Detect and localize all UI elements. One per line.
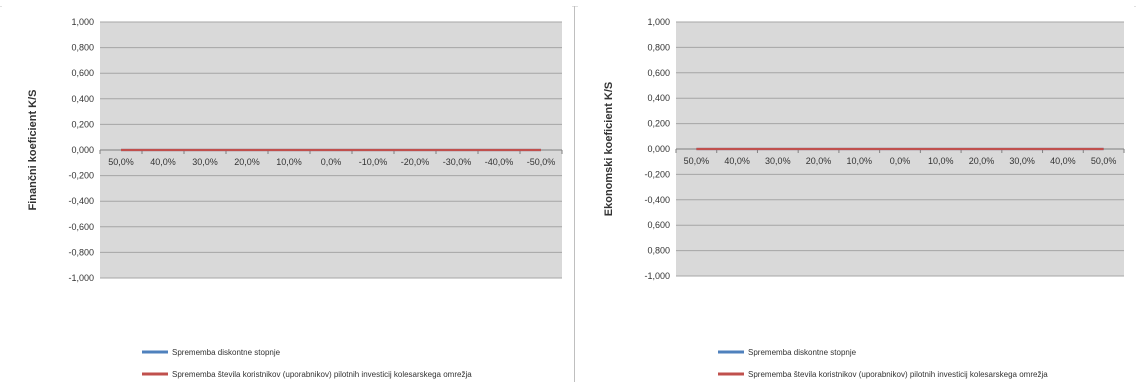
y-tick-label: 1,000: [647, 17, 670, 27]
y-tick-label: 0,200: [647, 119, 670, 129]
y-tick-label: -0,600: [68, 222, 94, 232]
x-tick-label: 50,0%: [684, 156, 710, 166]
y-tick-label: -0,400: [644, 195, 670, 205]
x-tick-label: -40,0%: [485, 157, 514, 167]
x-tick-label: 0,0%: [890, 156, 911, 166]
chart-panel-economic: 1,000 0,800 0,600 0,400 0,200 0,000 -0,200 -0,4…: [578, 6, 1134, 382]
legend-label-2: Sprememba števila koristnikov (uporabnik…: [172, 370, 472, 379]
y-tick-label: -0,400: [68, 196, 94, 206]
x-tick-label: -50,0%: [527, 157, 556, 167]
y-tick-label: -0,200: [644, 169, 670, 179]
y-axis-title: Finančni koeficient K/S: [27, 89, 39, 210]
x-tick-label: 40,0%: [150, 157, 176, 167]
x-tick-label: 10,0%: [847, 156, 873, 166]
y-tick-label: 0,400: [71, 94, 94, 104]
x-tick-label: 40,0%: [1050, 156, 1076, 166]
y-tick-label: 0,600: [647, 68, 670, 78]
y-tick-label: 0,600: [71, 68, 94, 78]
x-tick-label: 10,0%: [276, 157, 302, 167]
y-axis-title: Ekonomski koeficient K/S: [603, 82, 615, 216]
x-tick-label: 30,0%: [1009, 156, 1035, 166]
legend-label-2: Sprememba števila koristnikov (uporabnik…: [748, 370, 1048, 379]
x-tick-label: 0,0%: [321, 157, 342, 167]
legend-label-1: Sprememba diskontne stopnje: [748, 348, 857, 357]
y-tick-label: -1,000: [68, 273, 94, 283]
x-tick-label: 10,0%: [928, 156, 954, 166]
y-tick-label: 0,400: [647, 93, 670, 103]
y-tick-label: 0,800: [647, 246, 670, 256]
y-tick-label: 0,200: [71, 119, 94, 129]
x-tick-label: 50,0%: [1091, 156, 1117, 166]
y-tick-label: -0,200: [68, 171, 94, 181]
x-tick-label: 50,0%: [108, 157, 134, 167]
y-tick-label: 0,600: [647, 220, 670, 230]
y-tick-label: 0,000: [647, 144, 670, 154]
y-tick-label: -1,000: [644, 271, 670, 281]
x-tick-label: 20,0%: [806, 156, 832, 166]
x-tick-label: -20,0%: [401, 157, 430, 167]
x-tick-label: 20,0%: [969, 156, 995, 166]
x-tick-label: -10,0%: [359, 157, 388, 167]
x-tick-label: 40,0%: [724, 156, 750, 166]
legend-label-1: Sprememba diskontne stopnje: [172, 348, 281, 357]
y-tick-label: 1,000: [71, 17, 94, 27]
y-tick-label: 0,000: [71, 145, 94, 155]
chart-financial: 1,000 0,800 0,600 0,400 0,200 0,000 -0,200 -0,4…: [27, 17, 563, 379]
x-tick-label: 30,0%: [192, 157, 218, 167]
x-tick-label: 30,0%: [765, 156, 791, 166]
chart-panel-financial: 1,000 0,800 0,600 0,400 0,200 0,000 -0,200 -0,4…: [2, 6, 572, 382]
chart-economic: 1,000 0,800 0,600 0,400 0,200 0,000 -0,200 -0,4…: [603, 17, 1125, 379]
x-tick-label: 20,0%: [234, 157, 260, 167]
panel-divider: [574, 6, 575, 382]
x-tick-label: -30,0%: [443, 157, 472, 167]
y-tick-label: 0,800: [71, 43, 94, 53]
y-tick-label: 0,800: [647, 42, 670, 52]
y-tick-label: -0,800: [68, 247, 94, 257]
